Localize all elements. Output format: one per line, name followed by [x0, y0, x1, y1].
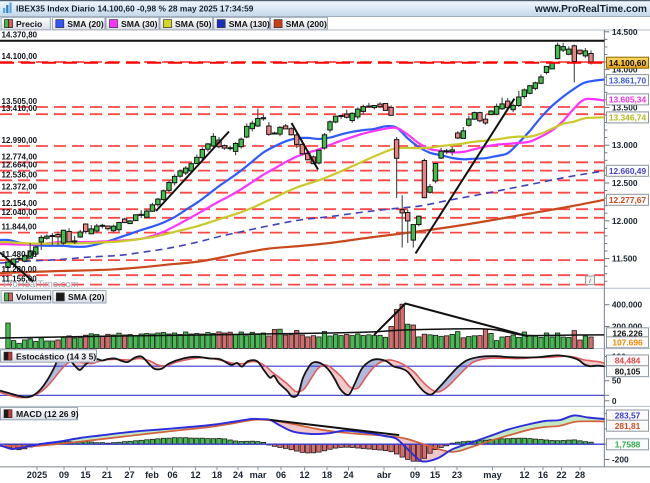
svg-text:15: 15: [430, 470, 440, 480]
svg-text:12.000: 12.000: [612, 216, 638, 226]
svg-text:14.500: 14.500: [612, 27, 638, 37]
svg-text:281,81: 281,81: [615, 421, 641, 431]
svg-text:400.000: 400.000: [612, 300, 643, 310]
svg-text:126.226: 126.226: [612, 329, 643, 339]
svg-text:0: 0: [612, 396, 617, 406]
svg-text:283,57: 283,57: [615, 411, 641, 421]
svg-text:Volumen: Volumen: [16, 292, 52, 302]
svg-text:-200: -200: [612, 455, 629, 465]
svg-text:mar: mar: [250, 470, 267, 480]
svg-text:14.100,00: 14.100,00: [2, 52, 38, 61]
svg-text:ProRealTime.com: ProRealTime.com: [3, 279, 79, 290]
svg-text:13.500: 13.500: [612, 102, 638, 112]
svg-text:may: may: [483, 470, 502, 480]
svg-text:11.280,00: 11.280,00: [2, 265, 38, 274]
svg-text:06: 06: [276, 470, 286, 480]
svg-text:13.346,74: 13.346,74: [609, 113, 647, 123]
svg-text:23: 23: [452, 470, 462, 480]
svg-text:11.500: 11.500: [612, 254, 637, 264]
svg-text:14.000: 14.000: [612, 65, 638, 75]
svg-text:13.505,00: 13.505,00: [2, 97, 38, 106]
svg-text:www.ProRealTime.com: www.ProRealTime.com: [534, 4, 647, 15]
svg-text:13.861,70: 13.861,70: [609, 75, 647, 85]
svg-text:12.372,00: 12.372,00: [2, 183, 38, 192]
svg-text:SMA (50): SMA (50): [175, 19, 212, 29]
svg-text:abr: abr: [377, 470, 392, 480]
svg-text:feb: feb: [145, 470, 159, 480]
svg-text:SMA (200): SMA (200): [286, 19, 327, 29]
svg-text:i: i: [589, 276, 591, 285]
svg-text:84,484: 84,484: [615, 356, 641, 366]
svg-text:14.370,80: 14.370,80: [2, 31, 38, 40]
svg-text:11.844,00: 11.844,00: [2, 223, 38, 232]
svg-text:27: 27: [124, 470, 134, 480]
svg-text:18: 18: [322, 470, 332, 480]
svg-text:12.660,49: 12.660,49: [609, 166, 647, 176]
svg-text:12.040,00: 12.040,00: [2, 208, 38, 217]
svg-text:80,105: 80,105: [615, 366, 641, 376]
svg-text:12.500: 12.500: [612, 178, 638, 188]
svg-text:18: 18: [212, 470, 222, 480]
svg-text:12: 12: [299, 470, 309, 480]
svg-text:SMA (30): SMA (30): [121, 19, 158, 29]
svg-text:12.277,67: 12.277,67: [609, 195, 647, 205]
svg-text:28: 28: [575, 470, 585, 480]
svg-text:12: 12: [190, 470, 200, 480]
svg-text:12.774,00: 12.774,00: [2, 152, 38, 161]
svg-text:MACD (12 26 9): MACD (12 26 9): [16, 409, 79, 419]
svg-text:2025: 2025: [27, 470, 47, 480]
svg-text:06: 06: [167, 470, 177, 480]
svg-text:13.000: 13.000: [612, 140, 638, 150]
svg-text:12.154,00: 12.154,00: [2, 199, 38, 208]
svg-text:IBEX35 Index Diario 14.100,60: IBEX35 Index Diario 14.100,60 -0,98 % 28…: [16, 4, 254, 14]
svg-text:Precio: Precio: [16, 19, 42, 29]
svg-text:12: 12: [519, 470, 529, 480]
svg-text:1,7588: 1,7588: [615, 440, 641, 450]
svg-text:13.410,00: 13.410,00: [2, 104, 38, 113]
svg-text:12.664,00: 12.664,00: [2, 161, 38, 170]
svg-text:14.100,60: 14.100,60: [609, 58, 647, 68]
svg-text:24: 24: [233, 470, 244, 480]
svg-text:22: 22: [556, 470, 566, 480]
svg-text:24: 24: [343, 470, 354, 480]
svg-text:SMA (20): SMA (20): [67, 19, 104, 29]
svg-text:16: 16: [538, 470, 548, 480]
svg-text:12.990,00: 12.990,00: [2, 136, 38, 145]
svg-text:50: 50: [612, 376, 622, 386]
svg-text:15: 15: [80, 470, 90, 480]
svg-text:107.696: 107.696: [612, 338, 643, 348]
svg-text:09: 09: [410, 470, 420, 480]
svg-text:09: 09: [59, 470, 69, 480]
svg-text:SMA (20): SMA (20): [68, 292, 105, 302]
svg-text:200.000: 200.000: [612, 322, 643, 332]
svg-text:11.480,00: 11.480,00: [2, 250, 38, 259]
svg-text:Estocástico (14 3 5): Estocástico (14 3 5): [16, 351, 96, 361]
svg-text:13.605,34: 13.605,34: [609, 95, 647, 105]
svg-text:21: 21: [102, 470, 112, 480]
svg-text:11.156,00: 11.156,00: [2, 275, 38, 284]
svg-text:SMA (130): SMA (130): [229, 19, 270, 29]
svg-text:12.536,00: 12.536,00: [2, 170, 38, 179]
